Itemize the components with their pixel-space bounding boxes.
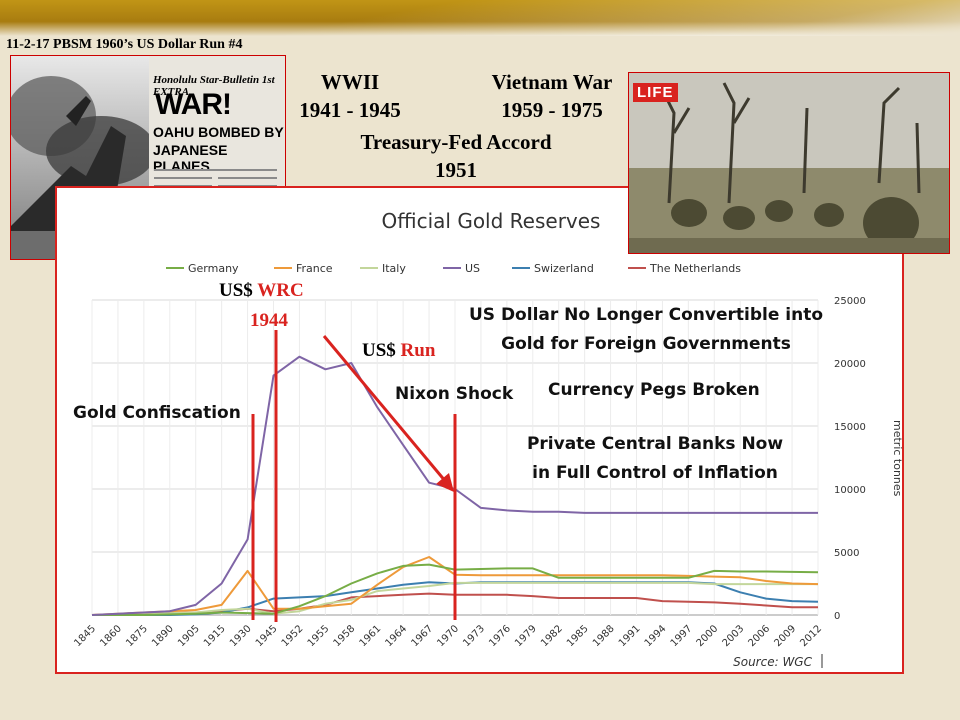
x-tick-label: 1961 — [358, 623, 384, 649]
x-tick-label: 1988 — [591, 623, 617, 649]
x-tick-label: 1964 — [383, 623, 409, 649]
y-axis-label: metric tonnes — [891, 420, 904, 497]
chart-source: Source: WGC — [733, 655, 813, 669]
x-tick-label: 1991 — [617, 623, 643, 649]
x-tick-label: 1952 — [280, 623, 306, 649]
y-tick-label: 15000 — [834, 422, 866, 433]
x-tick-label: 1979 — [513, 623, 539, 649]
x-tick-label: 2003 — [721, 623, 747, 649]
x-tick-label: 1860 — [98, 623, 124, 649]
x-tick-label: 1970 — [435, 623, 461, 649]
legend-label: Swizerland — [534, 262, 594, 275]
chart-legend: Germany France Italy US Swizerland The Nether… — [166, 262, 741, 275]
x-tick-label: 1997 — [669, 623, 695, 649]
x-tick-label: 2006 — [746, 623, 772, 649]
chart-title: Official Gold Reserves — [382, 209, 601, 233]
pegs-broken-label: Currency Pegs Broken — [548, 380, 760, 400]
x-tick-label: 2000 — [695, 623, 721, 649]
private-cb-line1: Private Central Banks Now — [516, 434, 794, 454]
legend-label: Italy — [382, 262, 406, 275]
x-tick-label: 1958 — [332, 623, 358, 649]
x-axis-ticks: 1845 1860 1875 1890 1905 1915 1930 1945 1952 1955… — [72, 623, 824, 649]
x-tick-label: 1890 — [150, 623, 176, 649]
y-axis-ticks: 0 5000 10000 15000 20000 25000 — [834, 296, 866, 622]
legend-label: France — [296, 262, 333, 275]
no-longer-convertible-line1: US Dollar No Longer Convertible into — [464, 305, 828, 325]
x-tick-label: 1845 — [72, 623, 98, 649]
x-tick-label: 1945 — [254, 623, 280, 649]
x-tick-label: 1973 — [461, 623, 487, 649]
vietnam-life-photo: LIFE — [628, 72, 950, 254]
x-tick-label: 1875 — [124, 623, 150, 649]
legend-label: The Netherlands — [649, 262, 741, 275]
nixon-shock-label: Nixon Shock — [395, 384, 513, 404]
y-tick-label: 5000 — [834, 548, 859, 559]
x-tick-label: 1967 — [409, 623, 435, 649]
y-tick-label: 20000 — [834, 359, 866, 370]
x-tick-label: 2009 — [772, 623, 798, 649]
y-tick-label: 25000 — [834, 296, 866, 307]
x-tick-label: 1982 — [539, 623, 565, 649]
wrc-label: US$ WRC — [219, 280, 304, 302]
y-tick-label: 0 — [834, 611, 840, 622]
x-tick-label: 1976 — [487, 623, 513, 649]
dollar-run-label: US$ Run — [362, 340, 435, 362]
x-tick-label: 2012 — [798, 623, 824, 649]
x-tick-label: 1905 — [176, 623, 202, 649]
x-tick-label: 1915 — [202, 623, 228, 649]
x-tick-label: 1994 — [643, 623, 669, 649]
no-longer-convertible-line2: Gold for Foreign Governments — [464, 334, 828, 354]
private-cb-line2: in Full Control of Inflation — [516, 463, 794, 483]
x-tick-label: 1930 — [228, 623, 254, 649]
x-tick-label: 1955 — [306, 623, 332, 649]
wrc-year: 1944 — [250, 310, 288, 332]
y-tick-label: 10000 — [834, 485, 866, 496]
legend-label: US — [465, 262, 480, 275]
x-tick-label: 1985 — [565, 623, 591, 649]
gold-confiscation-label: Gold Confiscation — [73, 403, 241, 423]
legend-label: Germany — [188, 262, 239, 275]
life-logo: LIFE — [633, 83, 678, 102]
